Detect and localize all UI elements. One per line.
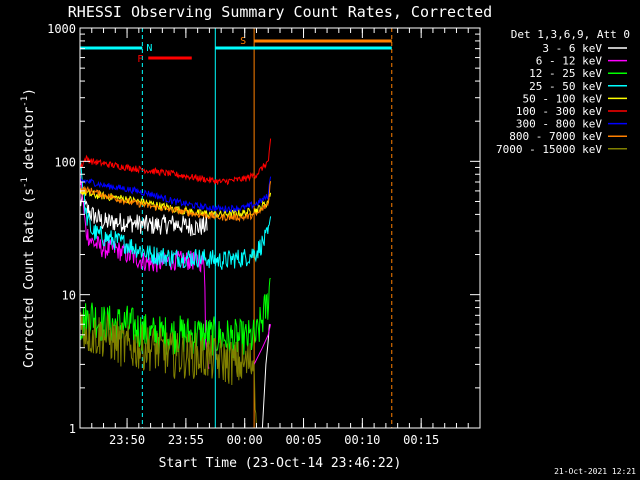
x-axis-label: Start Time (23-Oct-14 23:46:22) [159,456,402,471]
series-line-5 [79,138,272,186]
y-tick-label: 100 [54,155,76,169]
saa-label: S [240,36,246,47]
y-tick-label: 1000 [47,22,76,36]
series-line-8 [79,312,257,429]
y-tick-label: 1 [69,422,76,436]
series-line-1 [79,169,210,370]
series-line-2 [79,277,271,359]
legend-label: 100 - 300 keV [516,105,602,118]
legend-header: Det 1,3,6,9, Att 0 [511,28,630,41]
y-axis-label: Corrected Count Rate (s-1 detector-1) [20,88,37,368]
night-label: N [146,43,152,54]
legend-label: 3 - 6 keV [542,42,602,55]
x-tick-label: 00:10 [344,433,380,447]
x-tick-label: 00:00 [227,433,263,447]
series-line-6 [79,176,272,213]
timestamp: 21-Oct-2021 12:21 [554,467,636,476]
x-tick-label: 23:55 [168,433,204,447]
legend-label: 6 - 12 keV [536,55,603,68]
x-tick-label: 00:15 [403,433,439,447]
legend-label: 7000 - 15000 keV [496,143,602,156]
series-line-0 [79,193,208,237]
legend-label: 300 - 800 keV [516,118,602,131]
x-tick-label: 23:50 [109,433,145,447]
legend-label: 12 - 25 keV [529,67,602,80]
y-tick-label: 10 [62,289,76,303]
legend-label: 50 - 100 keV [523,92,603,105]
legend-label: 25 - 50 keV [529,80,602,93]
series-late-1 [253,324,272,365]
x-tick-label: 00:05 [285,433,321,447]
series-line-4 [79,188,272,219]
legend-label: 800 - 7000 keV [509,130,602,143]
chart-title: RHESSI Observing Summary Count Rates, Co… [68,3,492,21]
series-line-3 [79,162,272,270]
flare-label: F [137,54,143,65]
series-line-7 [79,181,272,223]
